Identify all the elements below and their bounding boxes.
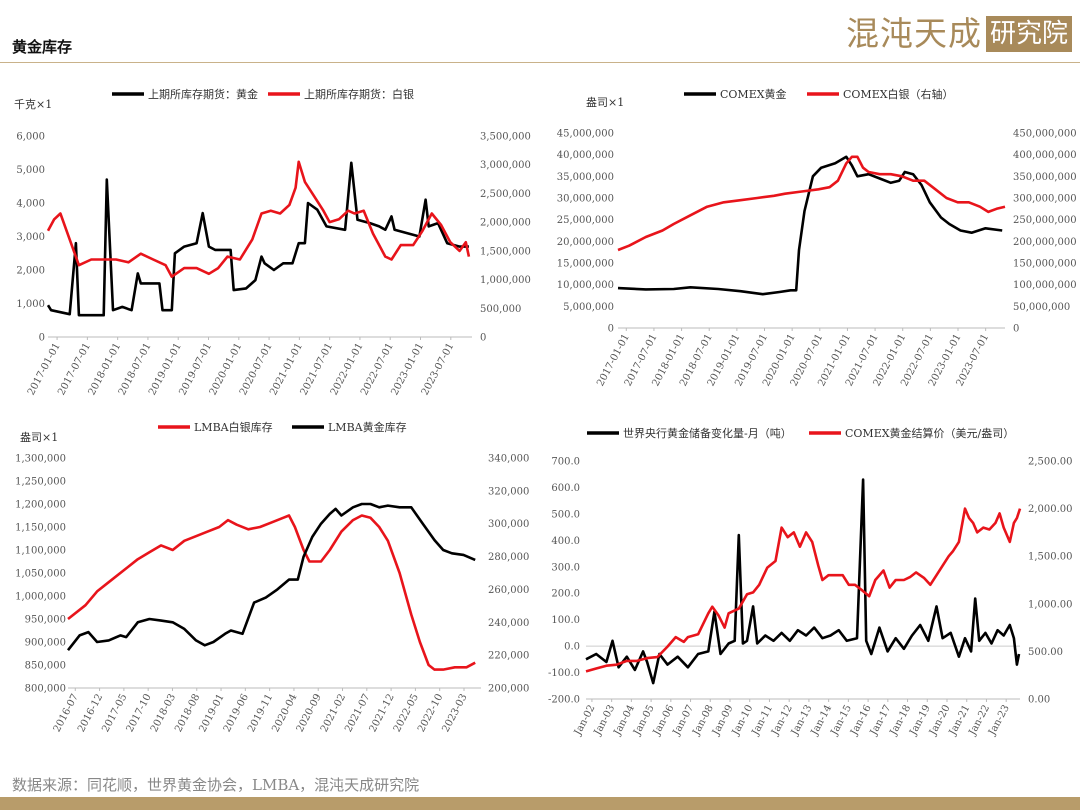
- y-tick-right: 500.00: [1028, 647, 1063, 658]
- y-tick-left: 1,050,000: [15, 569, 66, 580]
- series-line: [66, 502, 476, 652]
- y-tick-right: 1,500,000: [480, 246, 531, 257]
- legend-label: LMBA黄金库存: [328, 420, 407, 434]
- series-line: [585, 478, 1021, 685]
- y-tick-right: 500,000: [480, 304, 521, 315]
- y-tick-right: 2,000,000: [480, 218, 531, 229]
- y-tick-right: 280,000: [488, 552, 529, 563]
- y-tick-right: 2,000.00: [1028, 504, 1073, 515]
- logo-box: 研究院: [986, 16, 1073, 52]
- y-tick-right: 3,000,000: [480, 160, 531, 171]
- y-tick-left: -100.0: [548, 668, 580, 679]
- y-tick-right: 240,000: [488, 618, 529, 629]
- x-tick: 2023-07-01: [420, 341, 457, 397]
- series-line: [617, 155, 1003, 296]
- y-tick-left: 25,000,000: [557, 215, 614, 226]
- y-tick-right: 50,000,000: [1013, 302, 1070, 313]
- footer-bar: [0, 797, 1080, 810]
- legend-label: COMEX白银（右轴）: [843, 87, 954, 101]
- series-line: [46, 160, 471, 278]
- y-tick-right: 1,000,000: [480, 275, 531, 286]
- y-tick-left: 500.0: [551, 509, 580, 520]
- series-line: [67, 514, 476, 671]
- y-tick-left: 100.0: [551, 615, 580, 626]
- y-tick-right: 300,000: [488, 519, 529, 530]
- y-tick-right: 300,000,000: [1013, 194, 1077, 205]
- x-tick: 2023-03: [440, 692, 469, 734]
- y-tick-left: 1,100,000: [15, 546, 66, 557]
- y-tick-left: 850,000: [25, 661, 66, 672]
- y-tick-right: 1,500.00: [1028, 552, 1073, 563]
- y-tick-left: 950,000: [25, 615, 66, 626]
- y-tick-left: 1,200,000: [15, 500, 66, 511]
- y-tick-left: 1,000: [16, 299, 45, 310]
- y-tick-left: 40,000,000: [557, 150, 614, 161]
- y-tick-left: 15,000,000: [557, 259, 614, 270]
- legend-label: LMBA白银库存: [194, 420, 273, 434]
- brand-logo: 混沌天成 研究院: [846, 14, 1073, 54]
- y-tick-right: 400,000,000: [1013, 150, 1077, 161]
- y-tick-right: 250,000,000: [1013, 215, 1077, 226]
- series-line: [46, 161, 469, 317]
- y-tick-left: 0.0: [564, 642, 580, 653]
- y-tick-left: 1,250,000: [15, 477, 66, 488]
- y-tick-right: 200,000: [488, 684, 529, 695]
- y-tick-left: 10,000,000: [557, 280, 614, 291]
- y-tick-right: 100,000,000: [1013, 280, 1077, 291]
- y-tick-right: 2,500,000: [480, 189, 531, 200]
- y-tick-right: 450,000,000: [1013, 129, 1077, 140]
- y-tick-right: 1,000.00: [1028, 599, 1073, 610]
- header-divider: [0, 62, 1080, 63]
- y-tick-right: 0: [1013, 324, 1019, 335]
- y-tick-left: 200.0: [551, 589, 580, 600]
- legend-label: 世界央行黄金储备变化量-月（吨）: [623, 426, 792, 440]
- legend-label: 上期所库存期货：黄金: [148, 87, 258, 101]
- data-source-note: 数据来源：同花顺，世界黄金协会，LMBA，混沌天成研究院: [12, 776, 420, 794]
- y-tick-left: -200.0: [548, 695, 580, 706]
- y-tick-left: 300.0: [551, 562, 580, 573]
- y-tick-left: 800,000: [25, 684, 66, 695]
- logo-text: 混沌天成: [846, 14, 982, 53]
- y-tick-left: 20,000,000: [557, 237, 614, 248]
- page-title: 黄金库存: [12, 38, 73, 56]
- y-tick-left: 35,000,000: [557, 172, 614, 183]
- unit-label: 盎司×1: [20, 430, 58, 444]
- y-tick-left: 900,000: [25, 638, 66, 649]
- legend-label: COMEX黄金结算价（美元/盎司）: [845, 426, 1014, 440]
- y-tick-right: 2,500.00: [1028, 457, 1073, 468]
- y-tick-right: 0.00: [1028, 695, 1050, 706]
- y-tick-left: 3,000: [16, 232, 45, 243]
- unit-label: 盎司×1: [586, 95, 624, 109]
- y-tick-right: 200,000,000: [1013, 237, 1077, 248]
- y-tick-right: 220,000: [488, 651, 529, 662]
- y-tick-left: 1,300,000: [15, 454, 66, 465]
- y-tick-left: 30,000,000: [557, 194, 614, 205]
- y-tick-left: 4,000: [16, 199, 45, 210]
- y-tick-right: 3,500,000: [480, 132, 531, 143]
- y-tick-left: 45,000,000: [557, 129, 614, 140]
- y-tick-left: 6,000: [16, 132, 45, 143]
- y-tick-right: 340,000: [488, 454, 529, 465]
- legend-label: COMEX黄金: [720, 87, 787, 101]
- y-tick-left: 0: [608, 324, 614, 335]
- y-tick-left: 600.0: [551, 483, 580, 494]
- y-tick-left: 2,000: [16, 266, 45, 277]
- series-line: [585, 507, 1022, 673]
- y-tick-right: 320,000: [488, 486, 529, 497]
- y-tick-left: 400.0: [551, 536, 580, 547]
- y-tick-right: 150,000,000: [1013, 259, 1077, 270]
- y-tick-right: 260,000: [488, 585, 529, 596]
- unit-label: 千克×1: [14, 98, 52, 111]
- y-tick-left: 700.0: [551, 457, 580, 468]
- y-tick-left: 1,150,000: [15, 523, 66, 534]
- y-tick-left: 0: [39, 333, 45, 344]
- y-tick-left: 5,000: [16, 165, 45, 176]
- y-tick-left: 5,000,000: [563, 302, 614, 313]
- y-tick-right: 350,000,000: [1013, 172, 1077, 183]
- y-tick-left: 1,000,000: [15, 592, 66, 603]
- y-tick-right: 0: [480, 333, 486, 344]
- series-line: [617, 155, 1006, 252]
- legend-label: 上期所库存期货：白银: [304, 87, 414, 101]
